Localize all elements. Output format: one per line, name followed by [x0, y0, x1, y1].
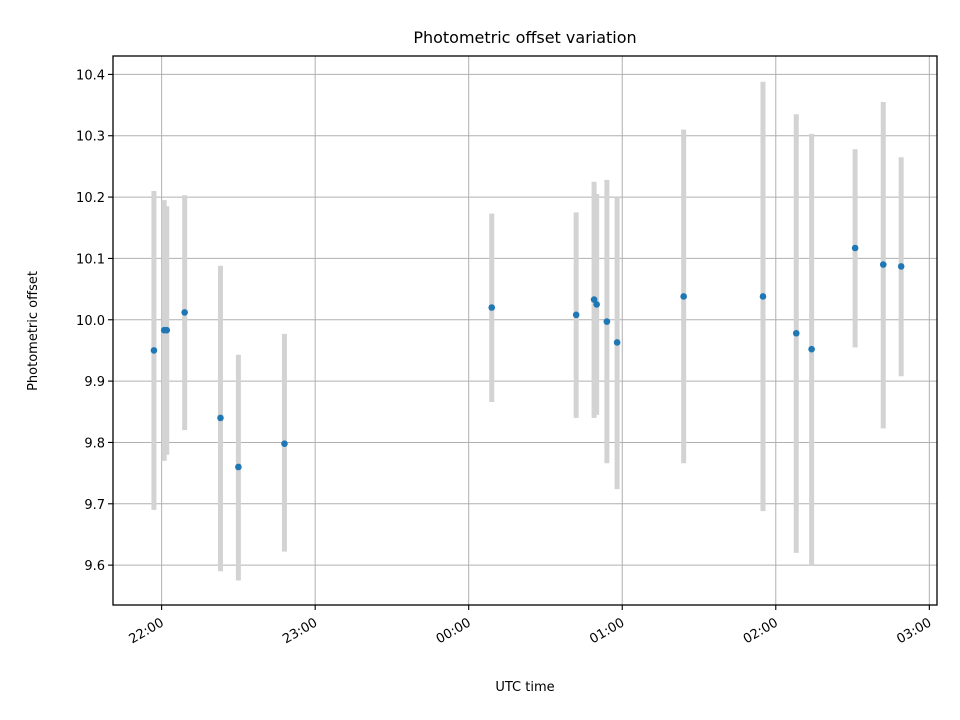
data-point: [851, 244, 859, 252]
data-point: [808, 345, 815, 353]
data-point: [281, 440, 288, 447]
data-point: [603, 318, 611, 325]
y-tick-label: 9.7: [84, 498, 105, 513]
y-tick-label: 10.4: [76, 68, 105, 83]
chart-title: Photometric offset variation: [413, 28, 636, 47]
y-tick-label: 10.1: [76, 252, 105, 267]
data-point: [572, 311, 580, 319]
y-tick-label: 9.6: [84, 559, 105, 574]
data-point: [488, 304, 496, 311]
y-tick-label: 10.0: [76, 314, 105, 329]
data-point: [879, 261, 887, 268]
y-tick-label: 10.2: [76, 191, 105, 206]
data-point: [593, 301, 600, 308]
data-point: [150, 347, 158, 354]
grid: [113, 56, 937, 605]
y-tick-label: 10.3: [76, 130, 105, 145]
y-tick-label: 9.9: [84, 375, 105, 390]
data-point: [897, 263, 905, 270]
data-point: [235, 463, 242, 471]
data-point: [217, 414, 224, 422]
y-axis-label: Photometric offset: [26, 271, 41, 391]
data-point: [792, 329, 800, 337]
data-point: [181, 309, 188, 316]
x-axis-label: UTC time: [495, 680, 554, 695]
data-point: [613, 339, 621, 346]
data-point: [680, 293, 687, 300]
data-point: [759, 293, 767, 300]
data-point: [590, 296, 598, 303]
plot-frame: [112, 55, 938, 606]
data-point: [163, 326, 171, 334]
data-points: [150, 244, 905, 471]
y-tick-label: 9.8: [84, 436, 105, 451]
